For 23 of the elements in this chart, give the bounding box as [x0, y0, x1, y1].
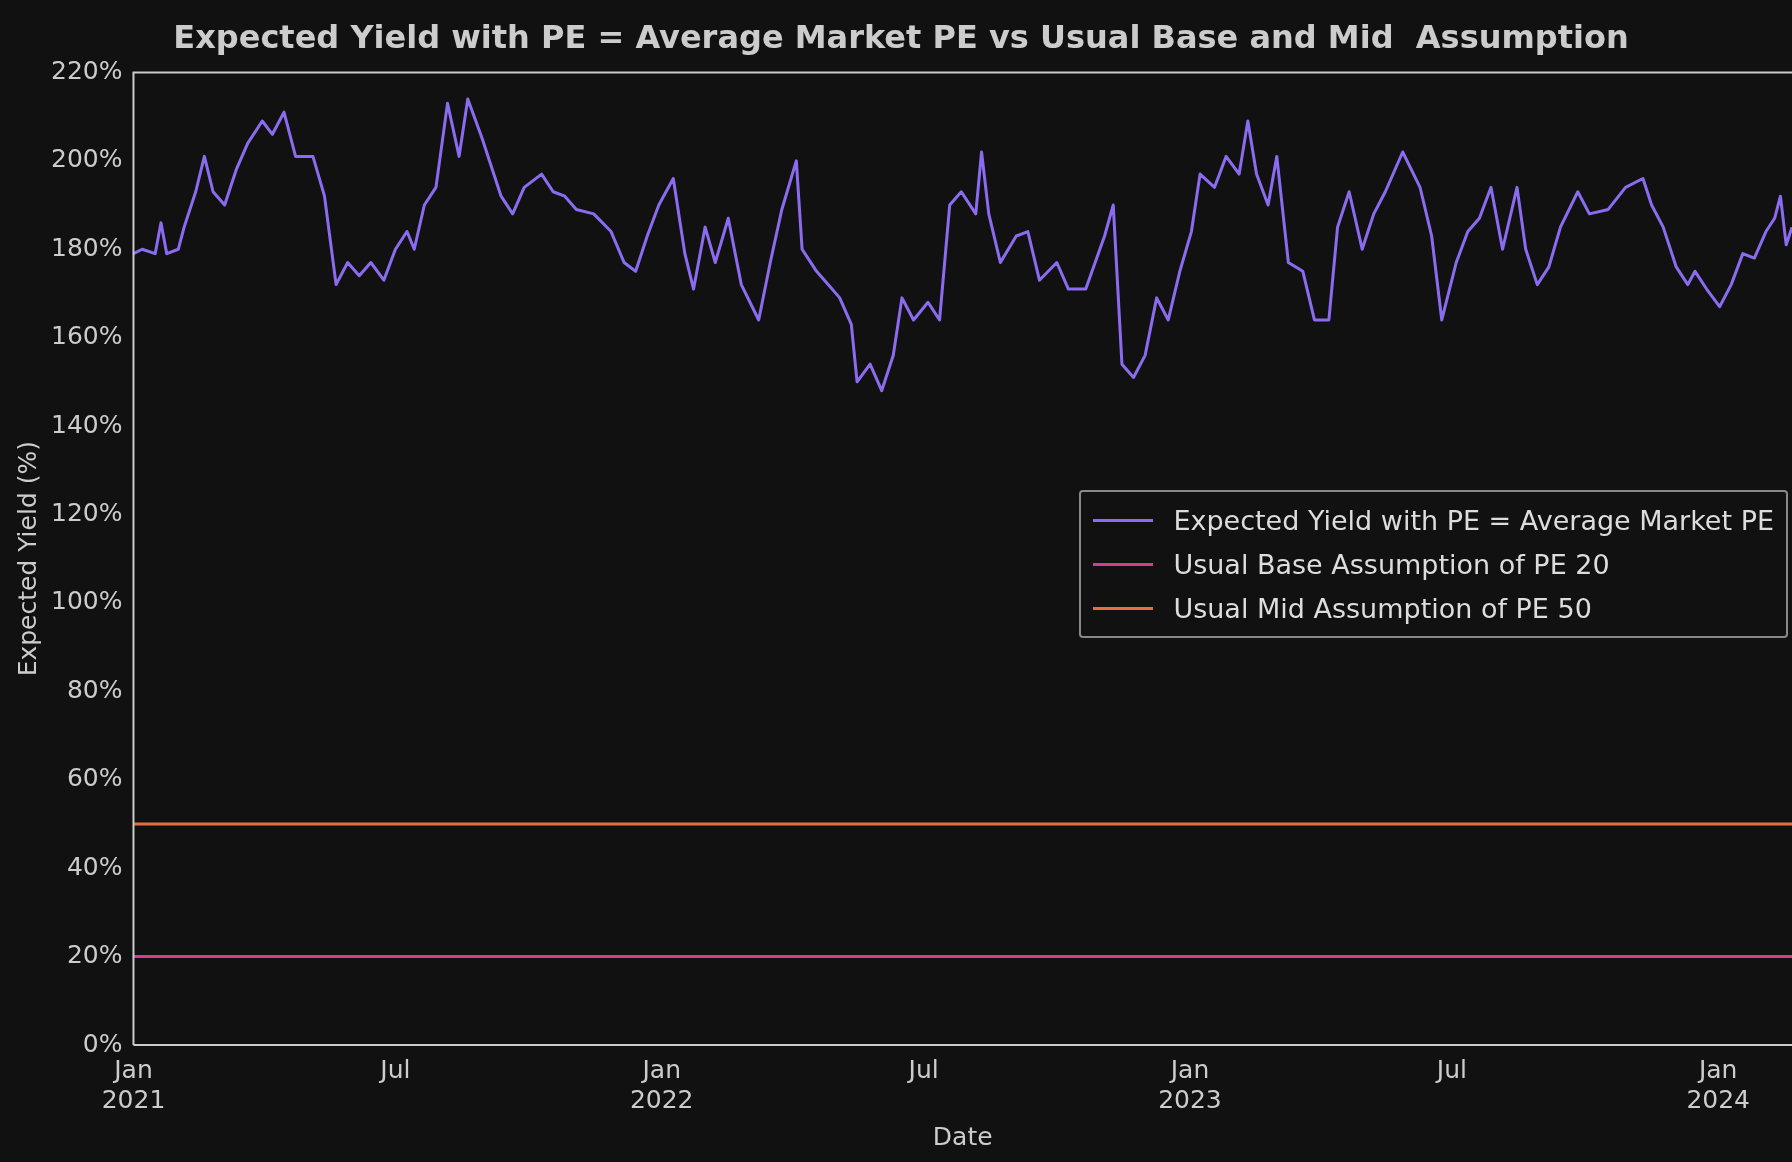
y-tick-label: 80%	[66, 674, 123, 704]
y-tick-label: 200%	[50, 144, 123, 174]
x-tick-label: Jul	[1434, 1054, 1467, 1084]
y-tick-label: 60%	[66, 763, 123, 793]
legend-label: Usual Base Assumption of PE 20	[1173, 548, 1610, 580]
legend-label: Usual Mid Assumption of PE 50	[1173, 592, 1592, 624]
y-tick-label: 40%	[66, 851, 123, 881]
x-tick-label: Jul	[378, 1054, 411, 1084]
y-tick-label: 140%	[50, 409, 123, 439]
x-tick-label: Jan 2023	[1158, 1054, 1222, 1114]
y-axis-title: Expected Yield (%)	[12, 441, 42, 677]
y-tick-label: 160%	[50, 321, 123, 351]
x-axis-title: Date	[932, 1121, 993, 1151]
x-tick-label: Jan 2022	[629, 1054, 694, 1114]
y-tick-label: 100%	[50, 586, 123, 616]
y-tick-label: 180%	[50, 232, 123, 262]
x-tick-label: Jul	[906, 1054, 939, 1084]
y-tick-label: 120%	[50, 497, 123, 527]
x-tick-label: Jan 2024	[1686, 1054, 1750, 1114]
y-tick-label: 20%	[66, 940, 123, 970]
chart-title: Expected Yield with PE = Average Market PE vs Usual Base and Mid Assumption	[173, 17, 1629, 56]
y-tick-label: 220%	[50, 55, 123, 85]
legend-label: Expected Yield with PE = Average Market PE	[1173, 504, 1774, 536]
